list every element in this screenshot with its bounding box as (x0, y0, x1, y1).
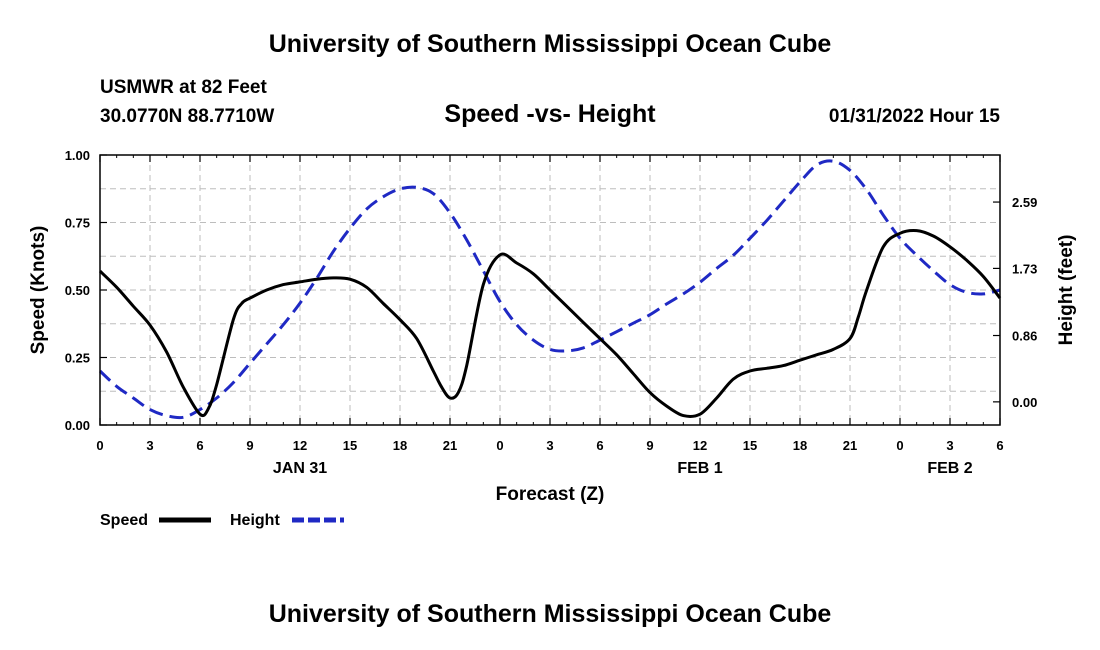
x-tick-label: 21 (843, 438, 857, 453)
day-label: JAN 31 (273, 460, 327, 477)
x-tick-label: 9 (246, 438, 253, 453)
y-axis-label: Speed (Knots) (28, 226, 49, 355)
chart-title: Speed -vs- Height (444, 100, 656, 128)
series-layer (98, 159, 1002, 420)
x-axis-label: Forecast (Z) (496, 484, 605, 505)
y2-tick-label: 0.00 (1012, 395, 1037, 410)
y-tick-label: 0.50 (65, 283, 90, 298)
legend: Speed Height (100, 512, 344, 529)
x-tick-label: 9 (646, 438, 653, 453)
y2-tick-label: 0.86 (1012, 329, 1037, 344)
x-tick-label: 6 (196, 438, 203, 453)
x-tick-label: 15 (343, 438, 357, 453)
y-tick-label: 0.25 (65, 351, 90, 366)
y-tick-label: 0.75 (65, 216, 90, 231)
x-tick-label: 3 (546, 438, 553, 453)
x-tick-label: 3 (146, 438, 153, 453)
tick-marks (99, 154, 1001, 426)
tick-labels: 0 3 6 9 12 15 18 21 0 3 6 9 12 15 18 21 0 3 6 0.00 0.25 0.50 0… (65, 148, 1038, 477)
coordinates-label: 30.0770N 88.7710W (100, 106, 275, 127)
x-tick-label: 15 (743, 438, 757, 453)
x-tick-label: 0 (96, 438, 103, 453)
y2-tick-label: 1.73 (1012, 261, 1037, 276)
x-tick-label: 18 (793, 438, 807, 453)
y2-axis-label: Height (feet) (1056, 235, 1077, 346)
day-label: FEB 1 (677, 460, 722, 477)
x-tick-label: 6 (596, 438, 603, 453)
series-line-height (98, 159, 1001, 420)
legend-label-height: Height (230, 512, 280, 529)
y-tick-label: 1.00 (65, 148, 90, 163)
datetime-label: 01/31/2022 Hour 15 (828, 106, 1000, 127)
x-tick-label: 3 (946, 438, 953, 453)
x-tick-label: 21 (443, 438, 457, 453)
x-tick-label: 12 (693, 438, 707, 453)
y2-tick-label: 2.59 (1012, 195, 1037, 210)
grid-lines (100, 155, 1000, 425)
footer-title: University of Southern Mississippi Ocean… (268, 600, 832, 628)
x-tick-label: 6 (996, 438, 1003, 453)
legend-label-speed: Speed (100, 512, 148, 529)
y-tick-label: 0.00 (65, 418, 90, 433)
day-label: FEB 2 (927, 460, 972, 477)
x-tick-label: 18 (393, 438, 407, 453)
x-tick-label: 12 (293, 438, 307, 453)
x-tick-label: 0 (896, 438, 903, 453)
station-label: USMWR at 82 Feet (100, 77, 267, 98)
series-line-speed (98, 228, 1002, 418)
x-tick-label: 0 (496, 438, 503, 453)
main-title: University of Southern Mississippi Ocean… (268, 30, 832, 58)
